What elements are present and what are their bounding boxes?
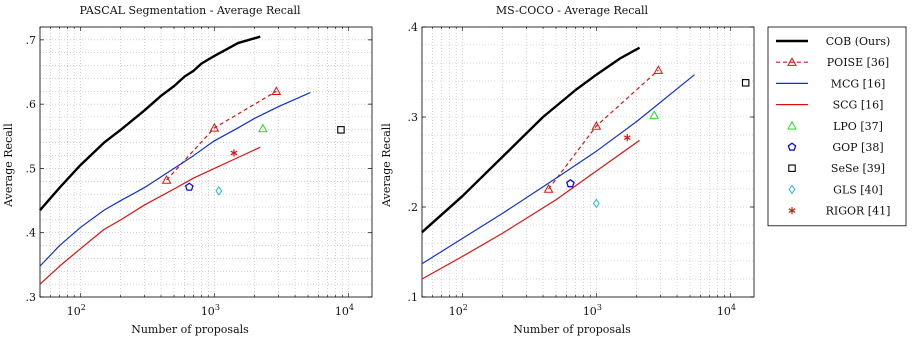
data-point-triangle [161,174,172,184]
chart-title: MS-COCO - Average Recall [496,4,649,17]
x-tick-label: 104 [717,303,736,318]
legend-marker-diamond [788,184,796,195]
legend-entry: LPO [37] [787,120,883,133]
legend-label: GLS [40] [833,183,883,196]
x-tick-label: 102 [67,303,86,318]
series-poise-36 [161,86,282,184]
x-tick-label: 103 [583,303,602,318]
series-line [39,146,261,285]
series-line [421,139,640,280]
series-line [421,74,695,265]
legend-entry: GOP [38] [787,141,884,154]
x-axis-label: Number of proposals [131,323,249,336]
series-gls-40 [592,198,600,209]
legend-marker-pentagon [787,142,797,151]
data-point-square [337,126,345,134]
series-lpo-37 [258,123,268,133]
y-tick-label: .5 [26,162,37,175]
series-cob-ours [421,46,641,234]
data-point-pentagon [184,182,194,191]
legend: COB (Ours) POISE [36] MCG [16] SCG [16] LPO … [767,26,907,227]
y-tick-label: .4 [26,227,37,240]
data-point-triangle [649,110,660,119]
series-poise-36 [543,65,664,193]
y-tick-label: .6 [26,98,37,111]
legend-entry: GLS [40] [788,183,883,196]
legend-label: SCG [16] [833,99,884,112]
series-gls-40 [215,186,223,196]
series-sese-39 [741,79,750,87]
legend-label: POISE [36] [827,56,889,69]
y-tick-label: .2 [408,201,419,214]
legend-label: COB (Ours) [826,35,891,48]
data-point-pentagon [566,178,575,188]
x-tick-label: 104 [335,303,354,318]
series-line [39,92,311,267]
legend-entry: RIGOR [41] [788,205,891,218]
series-cob-ours [39,35,261,211]
series-scg-16 [421,139,640,280]
y-tick-label: .7 [26,34,37,47]
data-point-diamond [215,186,223,196]
chart-title: PASCAL Segmentation - Average Recall [79,4,301,17]
legend-marker-star [788,207,796,215]
data-point-triangle [591,120,602,130]
data-point-triangle [543,183,554,193]
data-point-triangle [271,86,282,95]
series-line [39,35,261,211]
plot-frame [421,26,755,298]
legend-entry: POISE [36] [776,56,889,69]
y-tick-label: .3 [26,291,37,304]
data-point-triangle [209,122,220,132]
plot-frame [39,26,373,298]
series-sese-39 [337,126,345,134]
data-point-square [741,79,750,87]
legend-label: LPO [37] [833,120,883,133]
pascal-recall-chart: PASCAL Segmentation - Average Recall Num… [2,4,373,336]
y-tick-label: .4 [408,21,419,34]
data-point-triangle [653,65,664,74]
grid [421,26,754,298]
y-tick-label: .1 [408,291,419,304]
legend-entry: COB (Ours) [776,35,890,48]
legend-label: SeSe [39] [831,162,885,175]
series-line [421,46,641,234]
data-point-triangle [258,123,268,133]
legend-entry: SCG [16] [776,99,883,112]
x-tick-label: 102 [449,303,468,318]
legend-entry: MCG [16] [776,77,885,90]
series-rigor-41 [230,149,238,157]
legend-label: RIGOR [41] [826,205,891,218]
series-lpo-37 [649,110,660,119]
series-mcg-16 [421,74,695,265]
legend-label: GOP [38] [832,141,883,154]
series-line [548,69,659,190]
series-gop-38 [566,178,575,188]
data-point-star [230,149,238,157]
series-gop-38 [184,182,194,191]
series-line [166,90,277,181]
legend-marker-triangle [787,57,797,66]
data-point-star [623,134,631,142]
y-axis-label: Average Recall [380,123,393,208]
legend-marker-square [788,164,796,172]
y-axis-label: Average Recall [2,123,15,208]
legend-label: MCG [16] [831,77,886,90]
data-point-diamond [592,198,600,209]
series-scg-16 [39,146,261,285]
coco-recall-chart: MS-COCO - Average Recall Number of propo… [380,4,755,336]
legend-marker-triangle [787,120,797,130]
series-mcg-16 [39,92,311,267]
x-axis-label: Number of proposals [513,323,631,336]
y-tick-label: .3 [408,111,419,124]
x-tick-label: 103 [201,303,220,318]
legend-entry: SeSe [39] [788,162,885,175]
series-rigor-41 [623,134,631,142]
grid [39,26,372,298]
